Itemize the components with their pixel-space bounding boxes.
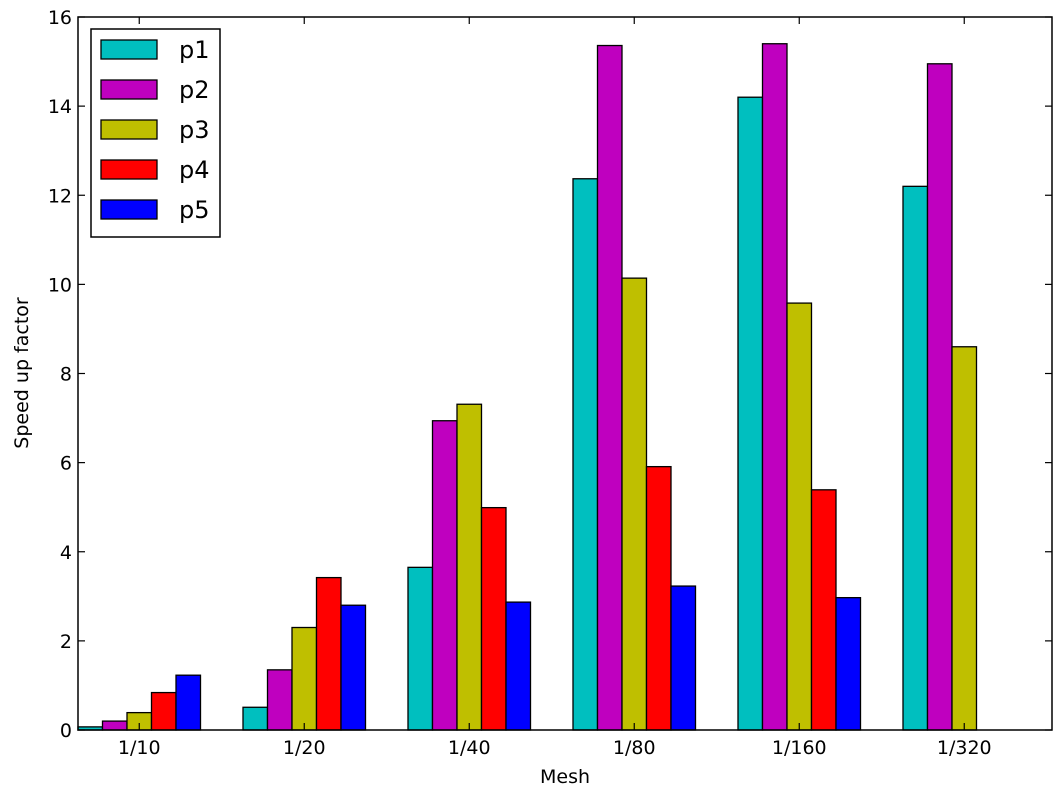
bar-p5-3 [670,585,697,731]
y-tick-label: 2 [60,631,72,653]
bar-p5-2 [505,601,532,731]
y-tick-label: 12 [48,185,72,207]
bar-p3-5 [951,346,978,731]
y-tick-label: 10 [48,274,72,296]
legend-label-p4: p4 [179,156,210,184]
y-tick-label: 16 [48,7,72,29]
bar-p2-3 [596,44,623,731]
y-tick-label: 6 [60,453,72,475]
legend-swatch-p3 [100,119,158,140]
bar-p2-5 [926,63,953,731]
x-tick-label: 1/20 [283,737,326,759]
legend-label-p5: p5 [179,196,210,224]
bar-p3-2 [456,403,483,731]
bar-p1-1 [242,706,269,731]
ticks-layer: 1/10 1/20 1/40 1/80 1/160 1/320 0 2 4 6 8 10 12 14 16 [48,7,1052,759]
bar-p1-2 [407,566,434,731]
x-tick-label: 1/160 [772,737,827,759]
y-tick-label: 4 [60,542,72,564]
y-axis-title: Speed up factor [11,297,33,449]
bar-p2-0 [101,720,128,731]
bar-p4-1 [315,576,342,731]
bar-p4-0 [150,691,177,731]
bar-p5-4 [835,596,862,731]
bar-p1-5 [902,185,929,731]
bar-p2-1 [266,669,293,731]
bar-p2-2 [431,420,458,731]
bar-p4-3 [645,465,672,731]
legend-swatch-p5 [100,199,158,220]
legend-swatch-p2 [100,79,158,100]
legend: p1 p2 p3 p4 p5 [90,28,221,238]
legend-swatch-p4 [100,159,158,180]
y-tick-label: 8 [60,364,72,386]
legend-label-p3: p3 [179,116,210,144]
bar-p5-1 [340,604,367,731]
bar-p1-4 [737,96,764,731]
bars-layer [77,43,978,731]
bar-p4-4 [810,489,837,731]
y-tick-label: 0 [60,720,72,742]
x-tick-label: 1/40 [448,737,491,759]
bar-p4-2 [480,506,507,731]
x-tick-label: 1/10 [118,737,161,759]
x-axis-title: Mesh [540,766,590,788]
legend-label-p2: p2 [179,76,210,104]
y-tick-label: 14 [48,96,72,118]
legend-swatch-p1 [100,39,158,60]
legend-label-p1: p1 [179,36,210,64]
x-tick-label: 1/320 [937,737,992,759]
bar-p1-3 [572,178,599,731]
x-tick-label: 1/80 [613,737,656,759]
bar-p2-4 [761,43,788,731]
bar-p3-3 [621,277,648,731]
bar-p3-4 [786,302,813,731]
bar-p3-1 [291,626,318,731]
bar-p5-0 [175,674,202,731]
